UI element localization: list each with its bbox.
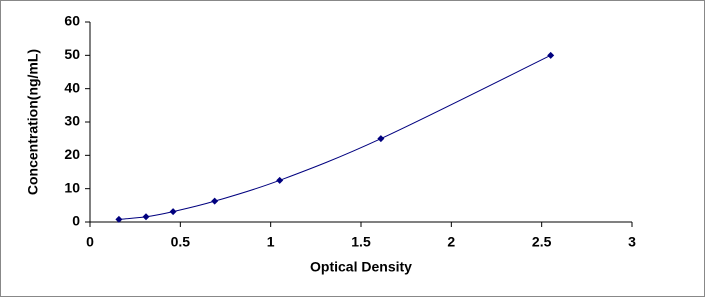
- data-point: [142, 213, 150, 221]
- x-tick-label: 3: [628, 234, 636, 250]
- x-axis-label: Optical Density: [310, 259, 412, 275]
- data-point: [377, 135, 385, 143]
- data-point: [169, 208, 177, 216]
- y-tick-label: 40: [64, 79, 80, 95]
- x-tick-label: 1.5: [351, 234, 371, 250]
- x-tick-label: 0: [86, 234, 94, 250]
- y-tick-label: 50: [64, 46, 80, 62]
- data-point: [115, 215, 123, 223]
- data-point: [547, 51, 555, 59]
- x-tick-label: 1: [267, 234, 275, 250]
- data-point: [276, 176, 284, 184]
- x-tick-label: 2.5: [532, 234, 552, 250]
- y-tick-label: 0: [72, 213, 80, 229]
- y-tick-label: 20: [64, 146, 80, 162]
- x-tick-label: 0.5: [171, 234, 191, 250]
- y-tick-label: 60: [64, 13, 80, 29]
- y-tick-label: 10: [64, 179, 80, 195]
- x-tick-label: 2: [447, 234, 455, 250]
- y-tick-label: 30: [64, 113, 80, 129]
- y-axis-label: Concentration(ng/mL): [25, 49, 41, 195]
- data-point: [211, 197, 219, 205]
